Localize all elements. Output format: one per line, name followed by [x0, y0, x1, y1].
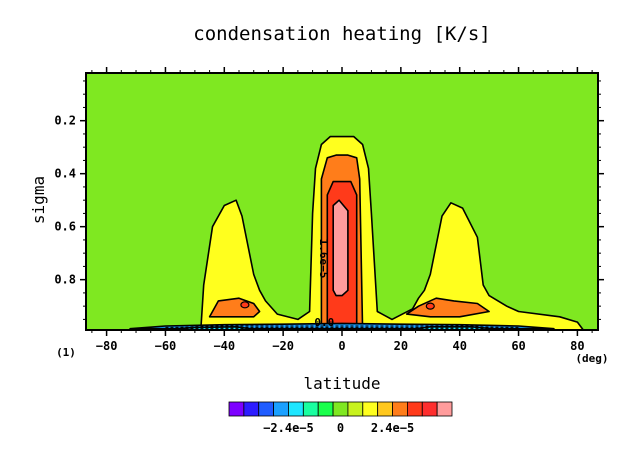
- colorbar-swatch: [362, 401, 379, 417]
- x-tick-label: −20: [272, 339, 294, 353]
- y-axis: 0.2 0.4 0.6 0.8: [54, 80, 604, 320]
- contour-label: 0.0: [314, 316, 334, 329]
- colorbar-tick-label: 2.4e−5: [371, 421, 414, 435]
- panel-label: (1): [56, 346, 76, 359]
- colorbar-swatch: [377, 401, 393, 417]
- y-tick-label: 0.2: [54, 114, 76, 128]
- chart-title: condensation heating [K/s]: [193, 23, 490, 45]
- colorbar: −2.4e−5 0 2.4e−5: [228, 401, 453, 435]
- x-tick-label: 80: [570, 339, 584, 353]
- colorbar-swatch: [332, 401, 349, 417]
- contour-region-3: [405, 297, 490, 318]
- colorbar-swatch: [228, 401, 245, 417]
- y-tick-label: 0.8: [54, 273, 76, 287]
- x-tick-label: 60: [511, 339, 525, 353]
- x-tick-label: −80: [96, 339, 118, 353]
- colorbar-swatch: [243, 401, 260, 417]
- contour-spot-0: [240, 301, 250, 309]
- contour-label: 1.6e−5: [317, 239, 330, 279]
- x-axis-label: latitude: [303, 374, 380, 393]
- y-tick-label: 0.4: [54, 167, 76, 181]
- contour-spot-1: [425, 302, 435, 310]
- x-axis: −80 −60 −40 −20 0 20 40 60 80: [91, 67, 593, 353]
- colorbar-tick-label: −2.4e−5: [263, 421, 314, 435]
- contour-region-5: [332, 199, 349, 297]
- colorbar-tick-label: 0: [337, 421, 344, 435]
- x-axis-unit: (deg): [575, 352, 608, 365]
- colorbar-swatch: [436, 401, 453, 417]
- colorbar-swatch: [406, 401, 423, 417]
- colorbar-swatch: [421, 401, 438, 417]
- colorbar-swatch: [273, 401, 289, 417]
- colorbar-swatch: [258, 401, 275, 417]
- y-tick-label: 0.6: [54, 220, 76, 234]
- colorbar-swatch: [302, 401, 319, 417]
- colorbar-swatch: [317, 401, 334, 417]
- x-tick-label: 20: [394, 339, 408, 353]
- x-tick-label: 0: [338, 339, 345, 353]
- y-axis-label: sigma: [29, 176, 48, 224]
- x-tick-label: −60: [155, 339, 177, 353]
- colorbar-swatch: [392, 401, 408, 417]
- x-tick-label: −40: [213, 339, 235, 353]
- colorbar-swatch: [288, 401, 304, 417]
- plot-area: 1.6e−5 0.0: [85, 72, 599, 331]
- colorbar-swatch: [347, 401, 364, 417]
- x-tick-label: 40: [452, 339, 466, 353]
